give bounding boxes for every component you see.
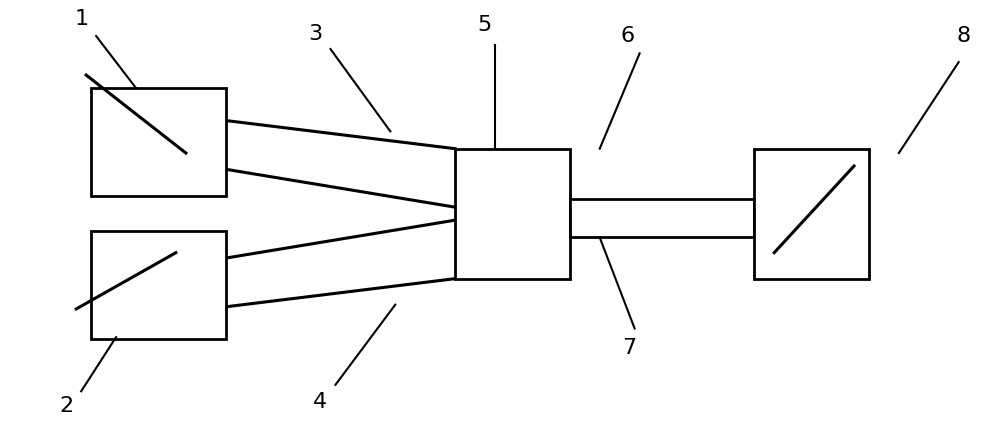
Text: 6: 6: [621, 26, 635, 46]
Bar: [455, 149, 570, 279]
Bar: [91, 231, 226, 339]
Text: 4: 4: [313, 392, 328, 412]
Bar: [91, 88, 226, 196]
Text: 8: 8: [957, 26, 971, 46]
Text: 1: 1: [74, 9, 88, 29]
Bar: [754, 149, 869, 279]
Text: 2: 2: [59, 396, 73, 416]
Text: 7: 7: [623, 338, 637, 358]
Text: 5: 5: [477, 15, 491, 35]
Bar: [570, 198, 754, 238]
Text: 3: 3: [308, 24, 323, 44]
